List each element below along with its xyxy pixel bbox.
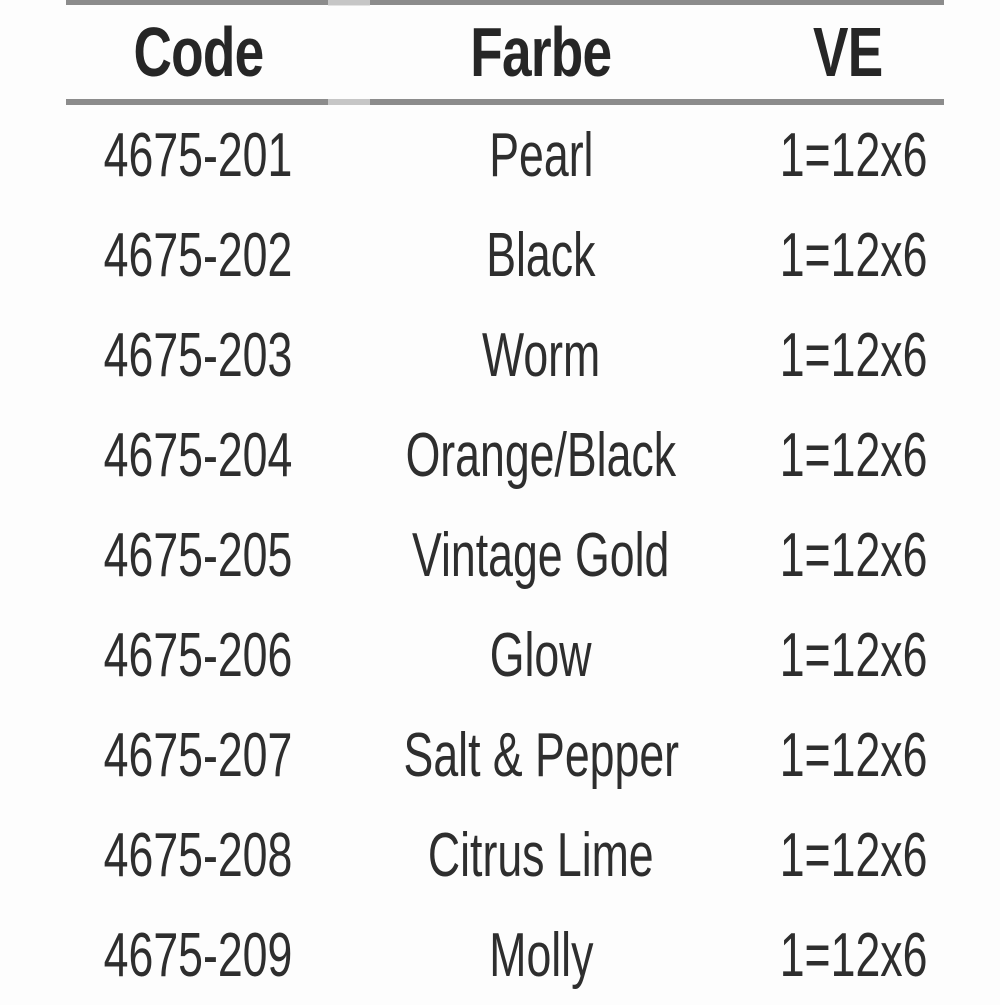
ve-cell: 1=12x6 <box>751 920 944 991</box>
table-header-row: Code Farbe VE <box>66 0 944 105</box>
code-value: 4675-209 <box>104 920 293 990</box>
ve-cell: 1=12x6 <box>751 720 944 791</box>
rule-scan-gap-bottom <box>328 99 370 105</box>
ve-value: 1=12x6 <box>779 520 928 590</box>
table-row: 4675-209 Molly 1=12x6 <box>66 905 944 1005</box>
farbe-cell: Molly <box>331 920 751 991</box>
farbe-cell: Glow <box>331 620 751 691</box>
ve-cell: 1=12x6 <box>751 220 944 291</box>
farbe-cell: Pearl <box>331 120 751 191</box>
code-value: 4675-202 <box>104 220 293 290</box>
column-header-ve: VE <box>751 12 944 92</box>
ve-value: 1=12x6 <box>779 220 928 290</box>
code-value: 4675-208 <box>104 820 293 890</box>
ve-value: 1=12x6 <box>779 620 928 690</box>
code-value: 4675-201 <box>104 120 293 190</box>
farbe-value: Pearl <box>488 120 594 190</box>
product-table: Code Farbe VE 4675-201 Pearl 1=12x6 4675… <box>66 0 944 1005</box>
farbe-value: Glow <box>490 620 592 690</box>
farbe-cell: Orange/Black <box>331 420 751 491</box>
ve-cell: 1=12x6 <box>751 420 944 491</box>
farbe-value: Worm <box>481 320 601 390</box>
farbe-cell: Vintage Gold <box>331 520 751 591</box>
code-value: 4675-206 <box>104 620 293 690</box>
farbe-value: Black <box>486 220 596 290</box>
farbe-cell: Salt & Pepper <box>331 720 751 791</box>
column-header-ve-label: VE <box>812 13 883 91</box>
code-cell: 4675-209 <box>66 920 331 991</box>
table-row: 4675-208 Citrus Lime 1=12x6 <box>66 805 944 905</box>
column-header-code-label: Code <box>133 13 265 91</box>
farbe-value: Citrus Lime <box>428 820 654 890</box>
ve-cell: 1=12x6 <box>751 520 944 591</box>
table-row: 4675-204 Orange/Black 1=12x6 <box>66 405 944 505</box>
table-row: 4675-203 Worm 1=12x6 <box>66 305 944 405</box>
code-value: 4675-204 <box>104 420 293 490</box>
farbe-cell: Black <box>331 220 751 291</box>
table-row: 4675-202 Black 1=12x6 <box>66 205 944 305</box>
code-cell: 4675-204 <box>66 420 331 491</box>
code-cell: 4675-207 <box>66 720 331 791</box>
ve-cell: 1=12x6 <box>751 320 944 391</box>
ve-value: 1=12x6 <box>779 920 928 990</box>
farbe-value: Orange/Black <box>405 420 677 490</box>
ve-cell: 1=12x6 <box>751 620 944 691</box>
column-header-farbe-label: Farbe <box>470 13 612 91</box>
ve-value: 1=12x6 <box>779 120 928 190</box>
rule-scan-gap-top <box>328 0 370 6</box>
farbe-cell: Citrus Lime <box>331 820 751 891</box>
farbe-cell: Worm <box>331 320 751 391</box>
table-row: 4675-207 Salt & Pepper 1=12x6 <box>66 705 944 805</box>
code-value: 4675-207 <box>104 720 293 790</box>
code-cell: 4675-202 <box>66 220 331 291</box>
ve-value: 1=12x6 <box>779 420 928 490</box>
code-value: 4675-205 <box>104 520 293 590</box>
code-cell: 4675-205 <box>66 520 331 591</box>
column-header-code: Code <box>66 12 331 92</box>
ve-cell: 1=12x6 <box>751 820 944 891</box>
code-cell: 4675-208 <box>66 820 331 891</box>
farbe-value: Salt & Pepper <box>403 720 679 790</box>
table-row: 4675-206 Glow 1=12x6 <box>66 605 944 705</box>
ve-cell: 1=12x6 <box>751 120 944 191</box>
code-cell: 4675-206 <box>66 620 331 691</box>
table-row: 4675-205 Vintage Gold 1=12x6 <box>66 505 944 605</box>
ve-value: 1=12x6 <box>779 720 928 790</box>
farbe-value: Molly <box>488 920 594 990</box>
column-header-farbe: Farbe <box>331 12 751 92</box>
code-value: 4675-203 <box>104 320 293 390</box>
table-row: 4675-201 Pearl 1=12x6 <box>66 105 944 205</box>
code-cell: 4675-203 <box>66 320 331 391</box>
ve-value: 1=12x6 <box>779 820 928 890</box>
farbe-value: Vintage Gold <box>412 520 670 590</box>
code-cell: 4675-201 <box>66 120 331 191</box>
ve-value: 1=12x6 <box>779 320 928 390</box>
